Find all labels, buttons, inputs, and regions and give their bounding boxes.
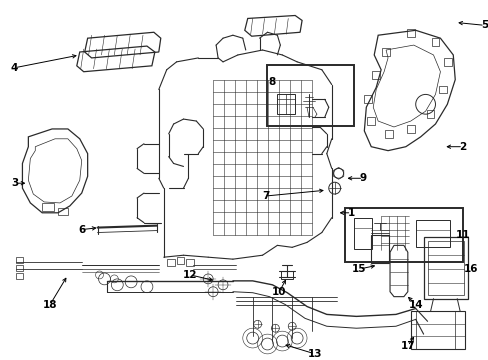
Text: 17: 17 xyxy=(400,341,414,351)
Bar xyxy=(430,38,439,46)
Text: 9: 9 xyxy=(359,173,366,183)
Bar xyxy=(410,311,464,349)
Text: 2: 2 xyxy=(459,142,466,152)
Text: 15: 15 xyxy=(351,264,366,274)
Bar xyxy=(16,265,23,271)
Bar xyxy=(427,242,463,295)
Text: 14: 14 xyxy=(407,300,422,310)
Bar xyxy=(186,259,194,266)
Bar xyxy=(166,259,174,266)
Text: 10: 10 xyxy=(271,287,286,297)
Bar xyxy=(16,257,23,263)
Bar xyxy=(16,273,23,279)
Text: 11: 11 xyxy=(455,230,469,240)
Bar xyxy=(344,208,462,262)
Bar xyxy=(370,235,388,263)
Text: 18: 18 xyxy=(43,300,57,310)
Bar xyxy=(426,110,434,118)
Text: 1: 1 xyxy=(347,208,354,218)
Text: 4: 4 xyxy=(11,63,18,73)
Bar xyxy=(423,238,467,299)
Bar xyxy=(381,48,389,56)
Bar xyxy=(444,58,451,66)
Text: 3: 3 xyxy=(11,178,18,188)
Text: 5: 5 xyxy=(480,21,488,30)
Bar xyxy=(385,130,392,138)
Text: 6: 6 xyxy=(78,225,85,235)
Bar xyxy=(366,117,374,125)
Bar xyxy=(371,71,379,78)
Text: 7: 7 xyxy=(261,191,269,201)
Bar xyxy=(364,95,371,103)
Bar xyxy=(354,218,371,249)
Bar xyxy=(439,86,447,94)
Bar xyxy=(277,94,295,114)
Text: 12: 12 xyxy=(183,270,197,280)
Bar xyxy=(281,271,293,279)
Text: 16: 16 xyxy=(463,264,477,274)
Bar xyxy=(42,203,54,211)
Text: 13: 13 xyxy=(307,349,322,359)
Bar xyxy=(415,220,449,247)
Bar xyxy=(176,257,184,264)
Bar xyxy=(58,208,68,215)
Bar xyxy=(267,65,354,126)
Text: 8: 8 xyxy=(268,77,276,87)
Bar xyxy=(406,29,414,37)
Bar xyxy=(406,125,414,133)
